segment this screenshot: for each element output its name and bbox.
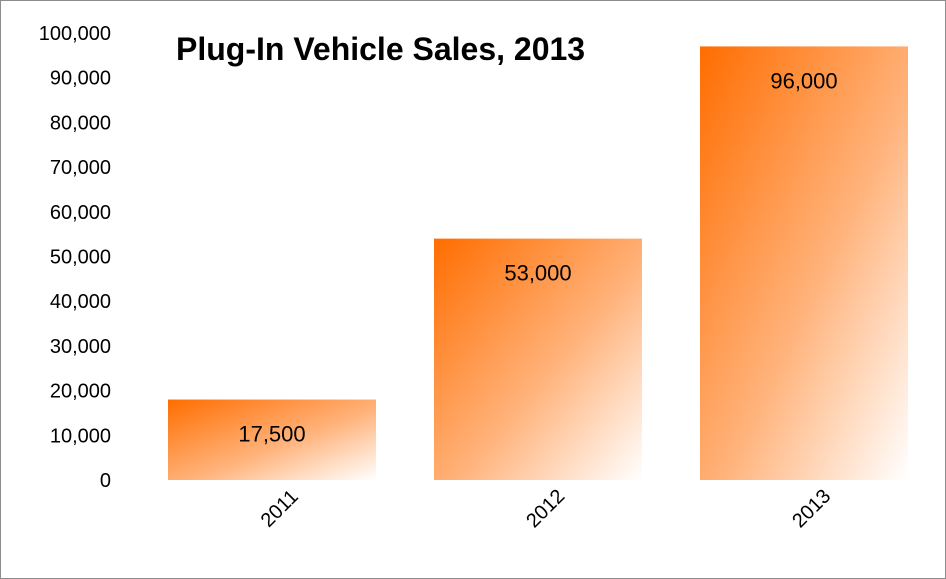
y-tick-label: 40,000 [50,291,111,313]
y-tick-label: 90,000 [50,68,111,90]
bar-2011 [168,399,376,480]
y-tick-label: 70,000 [50,157,111,179]
data-label-2011: 17,500 [238,422,305,447]
y-tick-label: 0 [100,470,111,492]
data-label-2013: 96,000 [770,68,837,93]
y-tick-label: 10,000 [50,425,111,447]
y-tick-label: 60,000 [50,202,111,224]
x-tick-label: 2013 [788,485,835,532]
x-tick-label: 2012 [522,485,569,532]
y-tick-label: 80,000 [50,112,111,134]
y-tick-label: 20,000 [50,381,111,403]
bar-2013 [700,46,908,480]
y-axis: 0 10,000 20,000 30,000 40,000 50,000 60,000 70,… [39,23,111,492]
x-axis: 2011 2012 2013 [257,485,835,532]
y-tick-label: 50,000 [50,247,111,269]
data-label-2012: 53,000 [504,261,571,286]
x-tick-label: 2011 [257,486,303,532]
bars: 17,500 53,000 96,000 [168,46,908,480]
y-tick-label: 30,000 [50,336,111,358]
bar-2012 [434,238,642,480]
chart-title: Plug-In Vehicle Sales, 2013 [176,31,586,67]
y-tick-label: 100,000 [39,23,111,45]
